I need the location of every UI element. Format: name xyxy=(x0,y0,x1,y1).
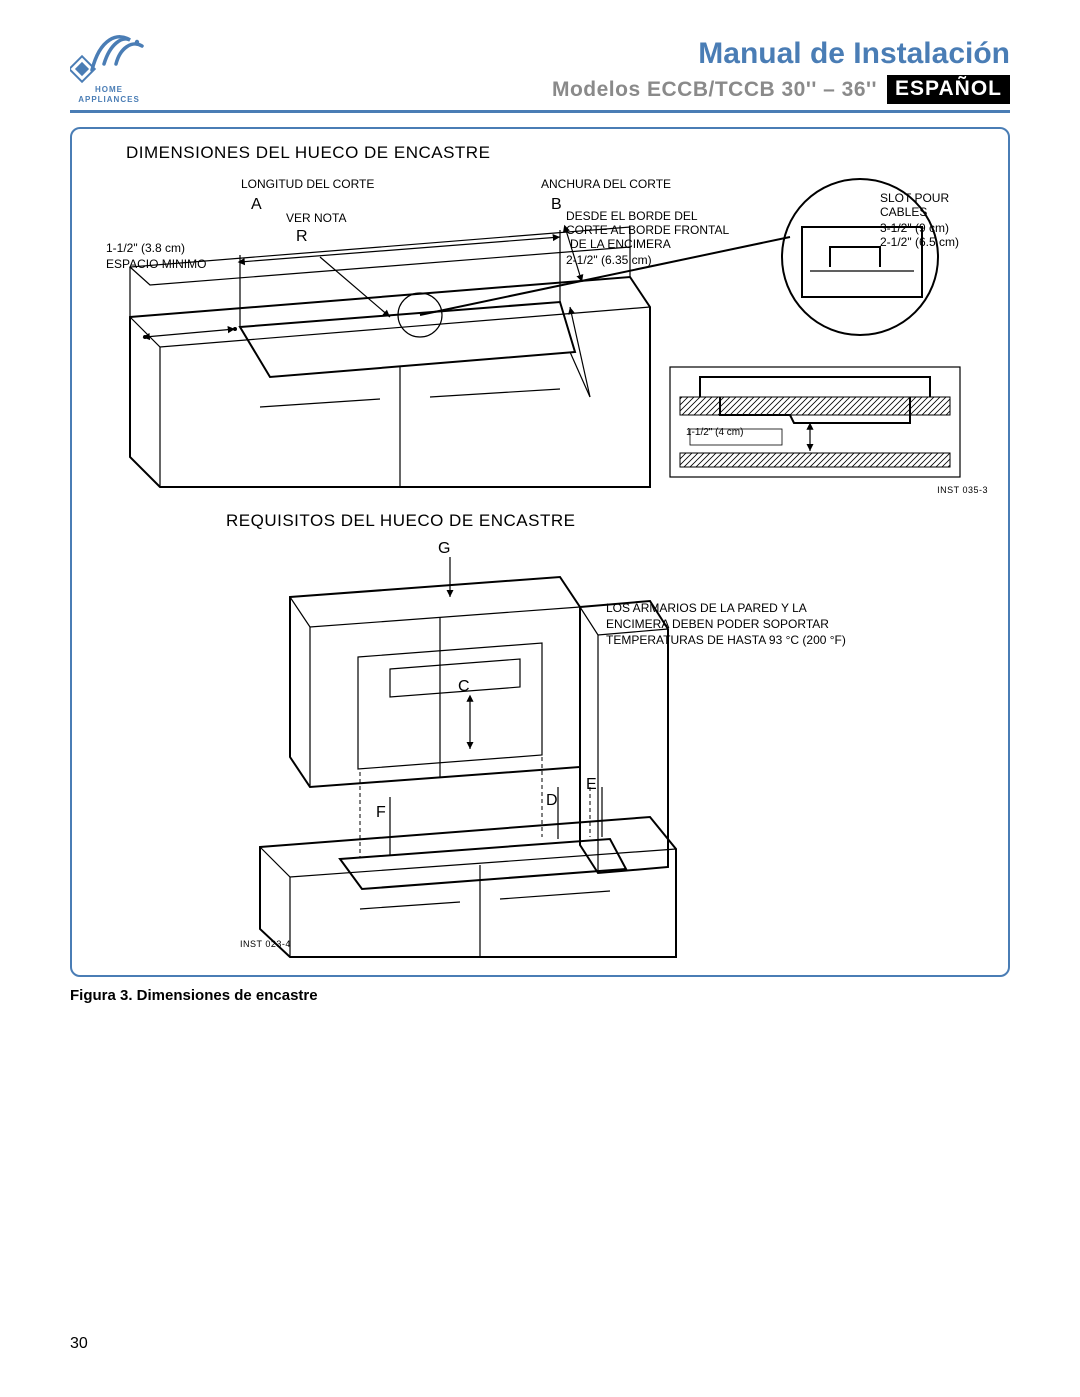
figure-frame: DIMENSIONES DEL HUECO DE ENCASTRE xyxy=(70,127,1010,977)
label-borde-dim: 2-1/2" (6.35 cm) xyxy=(566,253,652,268)
note-l3: TEMPERATURAS DE HASTA 93 °C (200 °F) xyxy=(606,633,846,648)
label-ver-nota: VER NOTA xyxy=(286,211,346,226)
cutout-requirements-diagram: G C F D E LOS ARMARIOS DE LA PARED Y LA … xyxy=(86,537,994,967)
label-borde-2: CORTE AL BORDE FRONTAL xyxy=(566,223,729,238)
label-borde-1: DESDE EL BORDE DEL xyxy=(566,209,698,224)
label-E: E xyxy=(586,775,597,795)
logo-caption-1: HOME xyxy=(95,86,123,94)
label-B: B xyxy=(551,195,562,215)
label-R: R xyxy=(296,227,308,247)
logo-icon xyxy=(70,30,148,84)
section-title-1: DIMENSIONES DEL HUECO DE ENCASTRE xyxy=(126,143,994,163)
document-title: Manual de Instalación xyxy=(552,37,1010,71)
label-G: G xyxy=(438,539,450,559)
brand-logo: HOME APPLIANCES xyxy=(70,30,148,104)
top-diagram-svg xyxy=(86,167,994,507)
label-A: A xyxy=(251,195,262,215)
label-anchura: ANCHURA DEL CORTE xyxy=(541,177,671,192)
label-espacio-dim: 1-1/2" (3.8 cm) xyxy=(106,241,185,256)
label-borde-3: DE LA ENCIMERA xyxy=(570,237,671,252)
label-longitud: LONGITUD DEL CORTE xyxy=(241,177,374,192)
note-l2: ENCIMERA DEBEN PODER SOPORTAR xyxy=(606,617,829,632)
label-D: D xyxy=(546,791,558,811)
label-slot-dim1: 3-1/2" (9 cm) xyxy=(880,221,949,236)
inst-code-bottom: INST 023-4 xyxy=(240,939,291,950)
label-slot-2: CABLES xyxy=(880,205,927,220)
figure-caption: Figura 3. Dimensiones de encastre xyxy=(70,987,1010,1004)
label-F: F xyxy=(376,803,386,823)
section-title-2: REQUISITOS DEL HUECO DE ENCASTRE xyxy=(226,511,994,531)
model-subtitle: Modelos ECCB/TCCB 30'' – 36'' xyxy=(552,78,877,102)
language-badge: ESPAÑOL xyxy=(887,75,1010,104)
bottom-diagram-svg xyxy=(86,537,994,967)
label-espacio-min: ESPACIO MINIMO xyxy=(106,257,206,272)
page-number: 30 xyxy=(70,1335,88,1353)
note-l1: LOS ARMARIOS DE LA PARED Y LA xyxy=(606,601,807,616)
logo-caption-2: APPLIANCES xyxy=(78,96,140,104)
inst-code-top: INST 035-3 xyxy=(937,485,988,496)
page-header: HOME APPLIANCES Manual de Instalación Mo… xyxy=(70,30,1010,113)
label-C: C xyxy=(458,677,470,697)
label-cross-dim: 1-1/2" (4 cm) xyxy=(686,427,743,440)
label-slot-1: SLOT POUR xyxy=(880,191,949,206)
label-slot-dim2: 2-1/2" (6.5 cm) xyxy=(880,235,959,250)
cutout-dimensions-diagram: LONGITUD DEL CORTE A VER NOTA R ANCHURA … xyxy=(86,167,994,507)
